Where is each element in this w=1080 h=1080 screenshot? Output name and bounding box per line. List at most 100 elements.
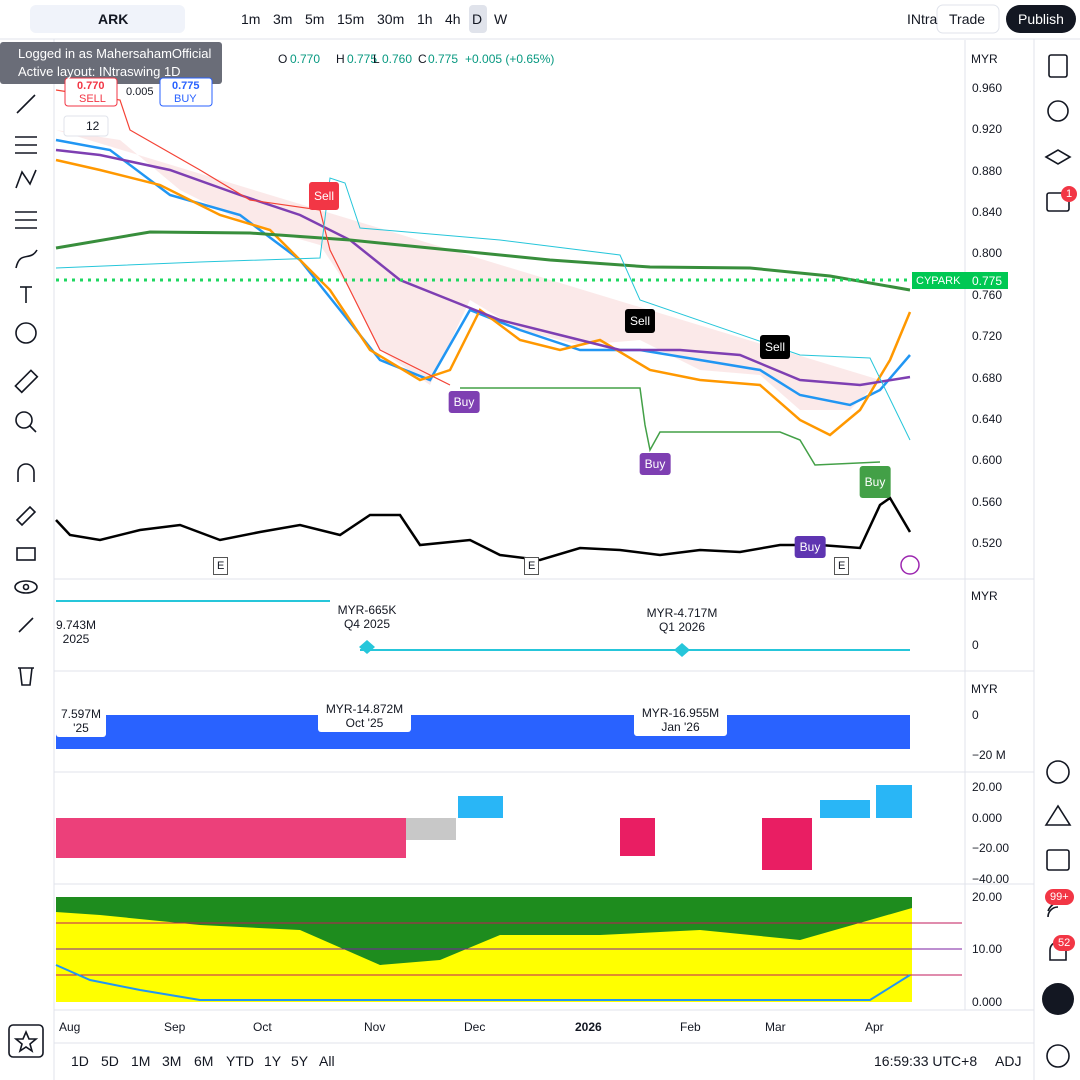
pane2-label: Q1 2026 (658, 620, 706, 634)
pane3-label: MYR-14.872M (325, 702, 404, 716)
timeframe-button[interactable]: 1h (417, 11, 433, 27)
pane4-histogram (406, 818, 456, 840)
trade-button-bg[interactable] (936, 4, 1000, 34)
pane2-label: 9.743M (55, 618, 97, 632)
symbol[interactable]: ARK (98, 11, 129, 27)
sell-box[interactable] (64, 77, 118, 107)
symbol-box[interactable] (30, 5, 185, 33)
price-tick-label: 0.960 (972, 81, 1003, 95)
range-button[interactable]: 1Y (264, 1053, 282, 1069)
currency-select[interactable]: MYR (971, 589, 998, 603)
price-tag-bg (912, 272, 1008, 289)
time-label: Mar (765, 1020, 786, 1034)
pane3-tick: 0 (972, 708, 979, 722)
pane5-green (56, 897, 912, 965)
timeframe-button[interactable]: 30m (377, 11, 405, 27)
timeframe-button[interactable]: W (494, 11, 508, 27)
pane3-label-box (56, 705, 106, 737)
signal-label: Buy (859, 466, 891, 498)
signal-label: Sell (308, 182, 340, 210)
currency-select[interactable]: MYR (971, 52, 998, 66)
earnings-marker: E (524, 557, 540, 575)
pane5-tick: 20.00 (972, 890, 1003, 904)
ohlc-close-label: C (418, 52, 427, 66)
signal-label: Sell (759, 335, 791, 359)
pane3-label-box (634, 704, 727, 736)
timeframe-button[interactable]: 3m (273, 11, 293, 27)
tooltip-text: Active layout: INtraswing 1D (18, 64, 181, 79)
ma-orange (55, 158, 912, 437)
pane5-line (55, 964, 911, 1001)
pane3-label: Oct '25 (345, 716, 384, 730)
ohlc-low: 0.760 (382, 52, 413, 66)
price-tick-label: 0.560 (972, 494, 1003, 509)
price-tick-label: 0.600 (972, 453, 1003, 468)
indicator-count[interactable]: 12 (86, 119, 100, 133)
pane-separators (54, 578, 1034, 1044)
spread: 0.005 (126, 86, 154, 98)
signal-label: Buy (794, 536, 826, 558)
range-button[interactable]: All (319, 1053, 335, 1069)
buy-box[interactable] (159, 77, 213, 107)
time-label: Feb (680, 1020, 701, 1034)
apps-button[interactable] (1042, 983, 1074, 1015)
trade-button[interactable]: Trade (949, 11, 986, 27)
range-button[interactable]: 3M (162, 1053, 182, 1069)
timeframe-button[interactable]: 5m (305, 11, 325, 27)
currency-select[interactable]: MYR (971, 682, 998, 696)
buy-label: BUY (174, 93, 197, 105)
earnings-marker: E (213, 557, 229, 575)
range-button[interactable]: 5Y (291, 1053, 309, 1069)
range-button[interactable]: 5D (101, 1053, 119, 1069)
tooltip-text: Logged in as MahersahamOfficial (18, 46, 212, 61)
pane3-label: MYR-16.955M (641, 706, 720, 720)
price-tick-label: 0.680 (972, 370, 1003, 385)
pane4-histogram (876, 785, 912, 818)
pane5-tick: 0.000 (972, 995, 1003, 1009)
adj-button[interactable]: ADJ (995, 1053, 1022, 1069)
earnings-marker: E (834, 557, 850, 575)
timeframe-button[interactable]: 1m (241, 11, 261, 27)
range-button[interactable]: YTD (226, 1053, 254, 1069)
timeframe-button[interactable]: 15m (337, 11, 365, 27)
ohlc-open: 0.770 (290, 52, 321, 66)
signal-label: Buy (448, 391, 480, 413)
timeframe-button[interactable]: D (472, 11, 483, 27)
range-button[interactable]: 1M (131, 1053, 151, 1069)
ohlc-high: 0.775 (347, 52, 378, 66)
notification-badge: 52 (1053, 935, 1076, 951)
active-timeframe[interactable] (469, 5, 487, 33)
timeframe-button[interactable]: 4h (445, 11, 461, 27)
pane3-label: Jan '26 (661, 720, 700, 734)
pane4-tick: 0.000 (972, 811, 1003, 825)
price-tick-label: 0.720 (972, 329, 1003, 344)
layout-name[interactable]: INtra (907, 11, 938, 27)
range-button[interactable]: 1D (71, 1053, 89, 1069)
pane4-histogram (56, 818, 406, 858)
time-label: Dec (464, 1020, 486, 1034)
price-tick-label: 0.640 (972, 411, 1003, 426)
pane3-label: 7.597M (60, 707, 102, 721)
pane3-label: '25 (73, 721, 89, 735)
pane3-band (56, 715, 910, 749)
time-label: Sep (164, 1020, 186, 1034)
price-tick-label: 0.800 (972, 246, 1003, 261)
signal-label: Sell (624, 309, 656, 333)
trail-red (55, 89, 451, 386)
pane2-label: MYR-665K (337, 603, 397, 617)
lightning-icon (900, 555, 920, 575)
pane3-label-box (318, 700, 411, 732)
pane2-label: Q4 2025 (343, 617, 391, 631)
pane2-label: 2025 (62, 632, 90, 646)
notification-badge: 1 (1061, 186, 1078, 202)
indicator-toggle[interactable] (63, 115, 109, 137)
ohlc-open-label: O (278, 52, 288, 66)
price-tick-label: 0.920 (972, 122, 1003, 137)
pane4-histogram (820, 800, 870, 818)
pane3-tick: −20 M (972, 748, 1006, 762)
notification-badge: 99+ (1045, 889, 1074, 905)
range-button[interactable]: 6M (194, 1053, 214, 1069)
publish-button-bg[interactable] (1006, 5, 1076, 33)
publish-button[interactable]: Publish (1018, 11, 1064, 27)
